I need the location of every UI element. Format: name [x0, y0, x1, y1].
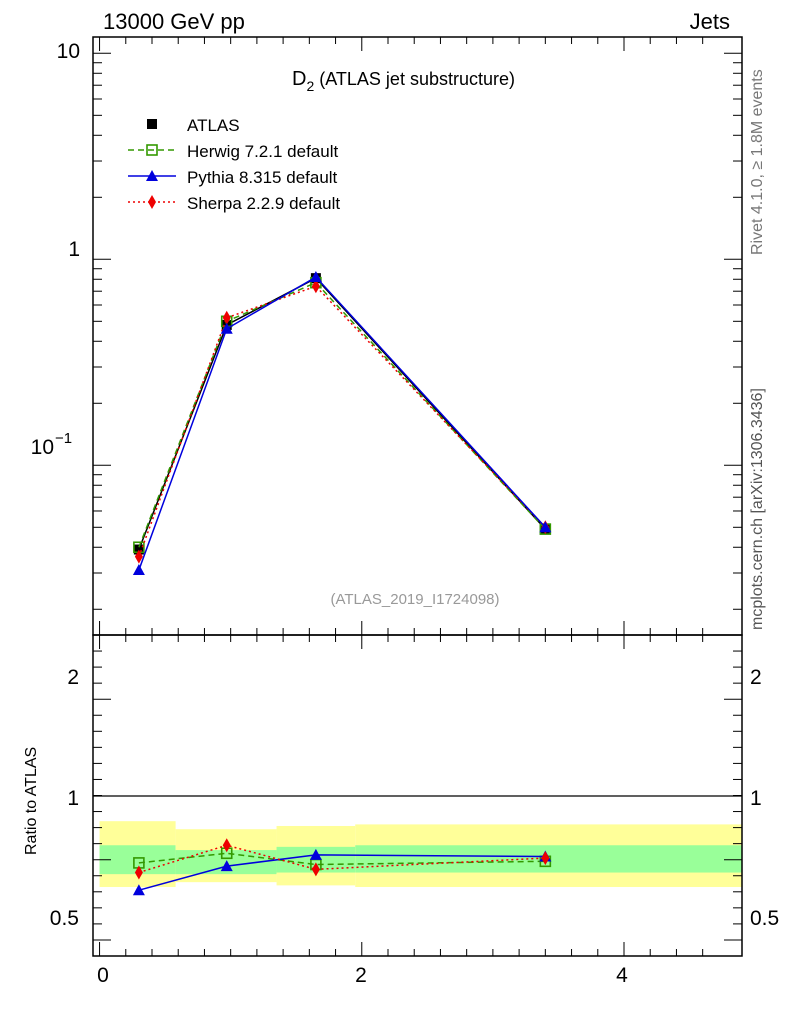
legend-label-2: Herwig 7.2.1 default	[187, 142, 338, 161]
xtick-label-2: 2	[355, 964, 367, 987]
xtick-label-4: 4	[616, 964, 628, 987]
upper-series-3-line	[138, 276, 546, 571]
ratio-series-2-line	[138, 854, 546, 891]
upper-series-4-line	[138, 285, 546, 557]
upper-series-2-line	[138, 281, 546, 548]
ytick-label-10: 10	[57, 40, 80, 63]
ratio-series-3-point-3	[311, 862, 320, 877]
legend-label-3: Pythia 8.315 default	[187, 168, 338, 187]
ytick-label-0p1: 10	[31, 436, 54, 459]
mcplots-url-label: mcplots.cern.ch [arXiv:1306.3436]	[749, 388, 766, 630]
ytick-label-0p1-exponent: −1	[55, 430, 72, 447]
ratio-plot-series	[132, 838, 552, 896]
ratio-uncertainty-bands	[99, 821, 742, 887]
legend: ATLAS Herwig 7.2.1 default Pythia 8.315 de…	[128, 116, 340, 213]
legend-label-1: ATLAS	[187, 116, 240, 135]
ratio-ytick-0p5-right: 0.5	[750, 907, 779, 930]
ratio-series-3-line	[138, 844, 546, 874]
main-plot-series	[132, 271, 552, 576]
legend-marker-4	[148, 195, 156, 209]
ratio-ytick-2-left: 2	[67, 666, 79, 689]
upper-series-4-point-1	[134, 549, 143, 564]
ratio-series-1-line	[138, 852, 546, 866]
ytick-label-1: 1	[68, 238, 80, 261]
upper-series-3-point-2	[220, 322, 233, 334]
ratio-ytick-2-right: 2	[750, 666, 762, 689]
ratio-ytick-0p5-left: 0.5	[50, 907, 79, 930]
upper-series-4-point-3	[311, 279, 320, 294]
upper-series-3-point-1	[132, 564, 145, 576]
ratio-ylabel: Ratio to ATLAS	[23, 747, 40, 855]
legend-marker-2	[146, 144, 158, 156]
category-label: Jets	[690, 9, 730, 34]
upper-series-4-point-2	[222, 310, 231, 325]
legend-marker-1	[147, 119, 157, 129]
upper-series-3-point-4	[539, 521, 552, 533]
legend-marker-3	[146, 170, 158, 181]
ratio-plot-ticks	[93, 635, 742, 956]
rivet-version-label: Rivet 4.1.0, ≥ 1.8M events	[749, 69, 766, 255]
ratio-series-2-point-3	[309, 848, 322, 860]
ratio-series-2-point-1	[132, 884, 145, 896]
ratio-plot-panel: Ratio to ATLAS 0.5 1 2 0.5 1 2 0 2 4	[23, 634, 779, 987]
ratio-series-2-point-2	[220, 860, 233, 872]
analysis-watermark: (ATLAS_2019_I1724098)	[330, 591, 499, 608]
plot-title: D2 (ATLAS jet substructure)	[292, 68, 515, 94]
main-plot-panel: 10 1 10 −1 D2 (ATLAS jet substructure) (…	[31, 36, 743, 636]
upper-series-1-point-1	[133, 544, 144, 555]
xtick-label-0: 0	[97, 964, 109, 987]
ratio-ytick-1-left: 1	[67, 787, 79, 810]
ratio-series-3-point-4	[541, 851, 550, 866]
legend-label-4: Sherpa 2.2.9 default	[187, 194, 340, 213]
main-plot-ticks	[93, 37, 742, 635]
upper-series-1-line	[138, 277, 546, 550]
ratio-ytick-1-right: 1	[750, 787, 762, 810]
ratio-series-3-point-2	[222, 838, 231, 853]
ratio-series-3-point-1	[134, 865, 143, 880]
upper-series-3-point-3	[309, 271, 322, 283]
energy-label: 13000 GeV pp	[103, 9, 245, 34]
